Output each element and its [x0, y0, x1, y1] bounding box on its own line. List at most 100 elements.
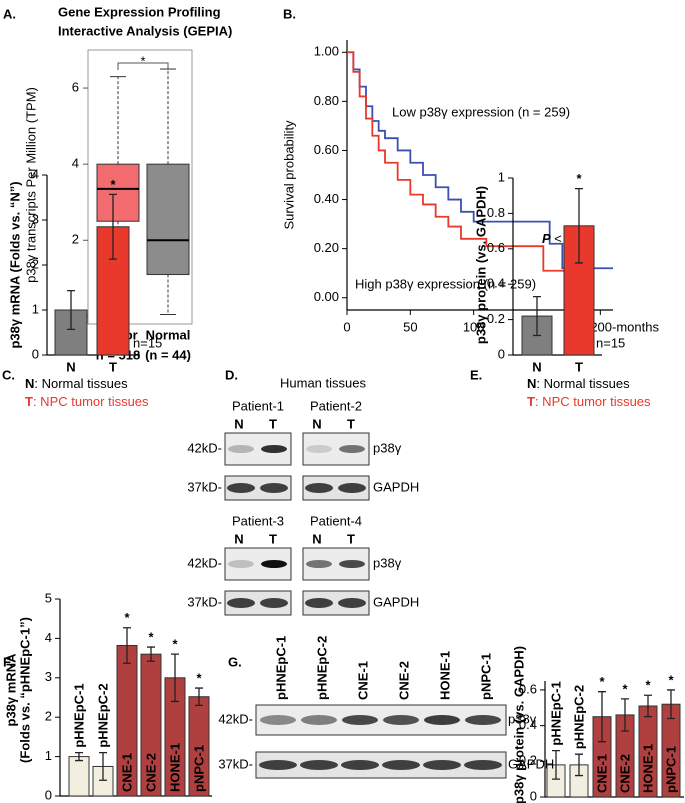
lane-label: N	[234, 531, 243, 546]
band	[305, 598, 333, 608]
error-bar	[67, 290, 75, 330]
protein-label: GAPDH	[508, 756, 554, 771]
lane-label: T	[269, 531, 277, 546]
error-bar	[99, 752, 107, 781]
chart-title: Interactive Analysis (GEPIA)	[58, 23, 232, 38]
plot-frame	[87, 49, 193, 325]
panel-label: F.	[3, 654, 13, 669]
band	[338, 598, 366, 608]
lane-label: pNPC-1	[478, 653, 493, 700]
x-tick-label: CNE-2	[617, 754, 632, 793]
series-label: High p38γ expression (n = 259)	[355, 276, 536, 291]
band	[342, 715, 378, 725]
significance: *	[110, 177, 116, 192]
key-entry: T: NPC tumor tissues	[25, 394, 149, 409]
x-tick-label: pNPC-1	[191, 745, 206, 792]
key-letter: N	[25, 376, 34, 391]
x-tick-label: CNE-1	[119, 753, 134, 792]
lane-label: T	[269, 416, 277, 431]
y-axis-label: Survival probability	[281, 120, 296, 230]
note: n=15	[596, 335, 625, 350]
p-symbol: P	[542, 231, 551, 246]
band	[305, 483, 333, 493]
y-tick-label: 0.6	[519, 681, 537, 696]
error-bar	[644, 694, 652, 718]
lane-label: CNE-2	[396, 661, 411, 700]
y-tick-label: 0	[32, 346, 39, 361]
key-text: : NPC tumor tissues	[535, 394, 651, 409]
band	[423, 760, 461, 770]
lane-label: N	[312, 531, 321, 546]
x-tick-label: pHNEpC-2	[571, 685, 586, 749]
significance: *	[599, 674, 605, 689]
y-axis-label: p38γ transcripts Per Million (TPM)	[23, 87, 38, 283]
size-marker: 37kD-	[187, 479, 222, 494]
y-tick-label: 2	[32, 256, 39, 271]
band	[339, 445, 365, 453]
y-tick-label: 0.60	[314, 142, 339, 157]
band	[260, 598, 288, 608]
y-tick-label: 0.4	[519, 717, 537, 732]
key-text: : Normal tissues	[34, 376, 128, 391]
note: n=15	[133, 335, 162, 350]
key-letter: T	[527, 394, 535, 409]
y-tick-label: 5	[45, 590, 52, 605]
x-tick-label: CNE-1	[594, 754, 609, 793]
key-entry: N: Normal tissues	[527, 376, 630, 391]
x-tick-label: T	[575, 359, 583, 374]
lane-label: pHNEpC-1	[273, 636, 288, 700]
y-tick-label: 3	[32, 211, 39, 226]
x-tick-label: pHNEpC-1	[548, 681, 563, 745]
error-bar	[171, 653, 179, 703]
error-bar	[667, 689, 675, 720]
y-tick-label: 2	[72, 232, 79, 247]
y-tick-label: 0.2	[487, 311, 505, 326]
y-axis-label: p38γ protein (vs. GAPDH)	[473, 186, 488, 344]
x-tick-label: 0	[343, 319, 350, 334]
error-bar	[575, 187, 583, 264]
panel-label: C.	[2, 367, 15, 382]
band	[464, 760, 502, 770]
y-tick-label: 0.00	[314, 289, 339, 304]
size-marker: 37kD-	[218, 756, 253, 771]
patient-name: Patient-1	[232, 398, 284, 413]
lane-label: T	[347, 531, 355, 546]
bar	[68, 756, 90, 797]
x-tick-label: 200-months	[590, 319, 659, 334]
significance: *	[196, 670, 202, 685]
lane-label: N	[234, 416, 243, 431]
size-marker: 42kD-	[187, 440, 222, 455]
panel-label: A.	[3, 6, 16, 21]
band	[259, 760, 297, 770]
band	[465, 715, 501, 725]
patient-name: Patient-2	[310, 398, 362, 413]
y-tick-label: 2	[45, 709, 52, 724]
y-tick-label: 0.80	[314, 93, 339, 108]
band	[338, 483, 366, 493]
band	[227, 483, 255, 493]
band	[306, 445, 332, 453]
key-entry: T: NPC tumor tissues	[527, 394, 651, 409]
y-axis-label: p38γ mRNA (Folds vs. “N”)	[7, 181, 22, 348]
band	[341, 760, 379, 770]
key-letter: N	[527, 376, 536, 391]
y-tick-label: 4	[72, 156, 79, 171]
x-tick-label: T	[109, 359, 117, 374]
panel-label: B.	[283, 6, 296, 21]
panel-label: E.	[470, 367, 482, 382]
y-axis-label: p38γ mRNA	[3, 653, 18, 727]
box	[146, 163, 190, 276]
significance: *	[172, 637, 178, 652]
panel-label: D.	[225, 367, 238, 382]
error-bar	[75, 752, 83, 762]
protein-label: p38γ	[373, 555, 402, 570]
significance: *	[622, 681, 628, 696]
x-tick-label: Normal	[146, 327, 191, 342]
error-bar	[109, 193, 117, 260]
lane-label: HONE-1	[437, 651, 452, 700]
x-tick-label: HONE-1	[167, 743, 182, 792]
y-tick-label: 0.8	[487, 205, 505, 220]
y-tick-label: 0.20	[314, 240, 339, 255]
